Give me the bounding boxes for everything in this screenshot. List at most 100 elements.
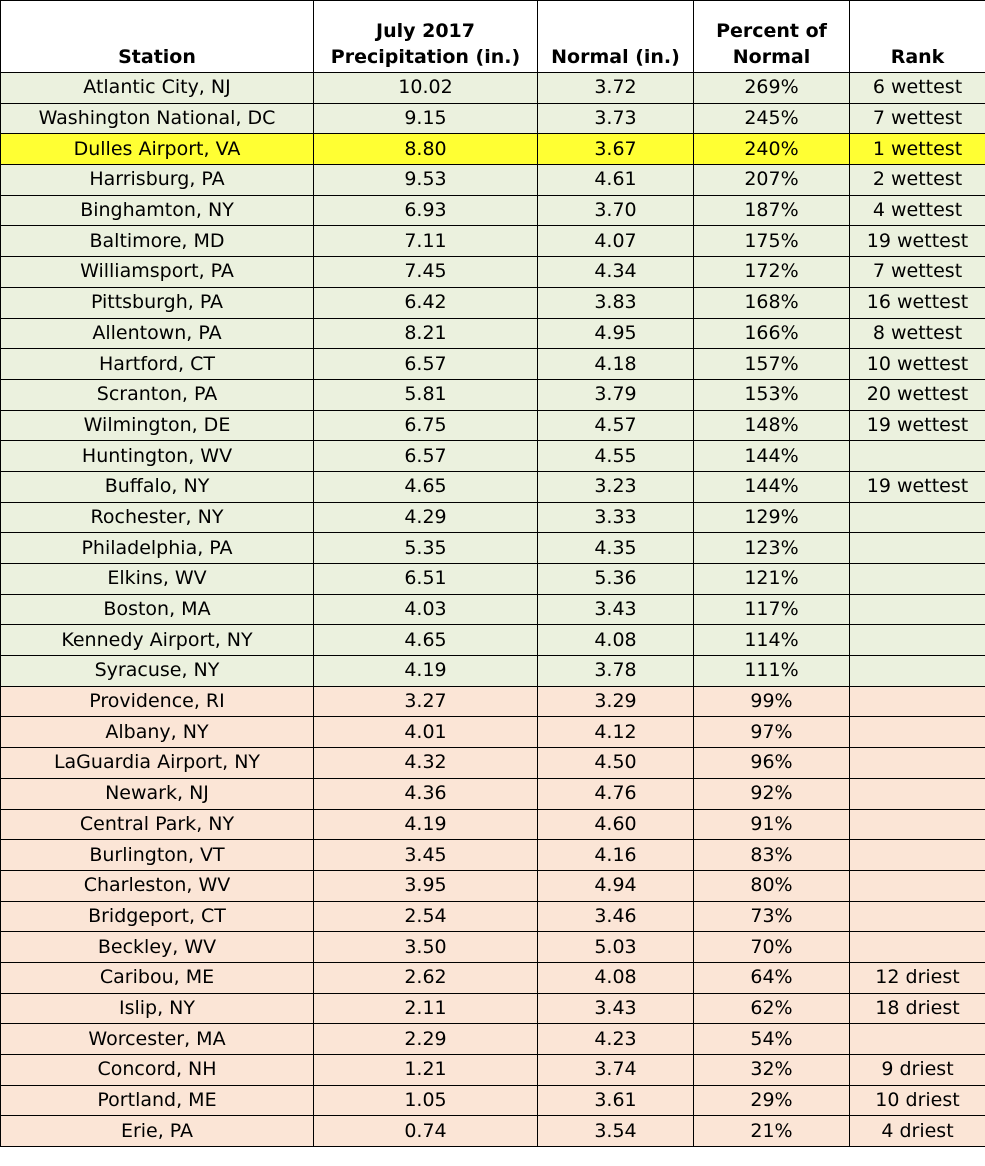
empty-cell xyxy=(849,716,985,749)
table-row: Providence, RI 3.27 3.29 99% xyxy=(0,685,985,718)
table-row: Huntington, WV 6.57 4.55 144% xyxy=(0,440,985,472)
table-cell: Wilmington, DE xyxy=(0,409,314,442)
table-cell: 5.81 xyxy=(313,378,538,411)
table-cell: 1.21 xyxy=(313,1054,538,1086)
table-cell: Washington National, DC xyxy=(0,102,314,135)
table-cell: 3.74 xyxy=(537,1054,694,1086)
empty-cell xyxy=(849,1023,985,1055)
table-cell: 3.33 xyxy=(537,501,694,534)
table-cell: Allentown, PA xyxy=(0,317,314,350)
table-cell: 144% xyxy=(693,470,850,503)
table-cell: 96% xyxy=(693,747,850,779)
table-cell: 2 wettest xyxy=(849,164,985,196)
table-cell: Boston, MA xyxy=(0,593,314,626)
table-cell: 4.34 xyxy=(537,256,694,288)
table-cell: 3.67 xyxy=(537,133,694,166)
table-cell: 3.95 xyxy=(313,869,538,902)
table-cell: 166% xyxy=(693,317,850,350)
table-cell: Dulles Airport, VA xyxy=(0,133,314,166)
table-cell: Islip, NY xyxy=(0,992,314,1025)
table-cell: 187% xyxy=(693,194,850,227)
table-cell: 129% xyxy=(693,501,850,534)
table-cell: Worcester, MA xyxy=(0,1023,314,1055)
table-row: Kennedy Airport, NY 4.65 4.08 114% xyxy=(0,624,985,657)
empty-cell xyxy=(849,685,985,718)
table-cell: 4.08 xyxy=(537,961,694,994)
table-cell: 4.03 xyxy=(313,593,538,626)
column-header: Normal (in.) xyxy=(537,0,694,73)
table-cell: 4.16 xyxy=(537,839,694,871)
table-cell: 97% xyxy=(693,716,850,749)
column-header: Percent of Normal xyxy=(693,0,850,73)
table-row: Washington National, DC 9.15 3.73 245% 7 wet… xyxy=(0,102,985,135)
table-cell: 4.23 xyxy=(537,1023,694,1055)
table-cell: Rochester, NY xyxy=(0,501,314,534)
table-cell: 3.45 xyxy=(313,839,538,871)
table-row: Williamsport, PA 7.45 4.34 172% 7 wettest xyxy=(0,256,985,288)
table-row: Erie, PA 0.74 3.54 21% 4 driest xyxy=(0,1115,985,1148)
table-cell: 3.83 xyxy=(537,286,694,319)
table-cell: 3.79 xyxy=(537,378,694,411)
table-cell: 117% xyxy=(693,593,850,626)
column-header: Station xyxy=(0,0,314,73)
table-cell: 4.55 xyxy=(537,440,694,472)
table-row: Allentown, PA 8.21 4.95 166% 8 wettest xyxy=(0,317,985,350)
table-cell: 4 wettest xyxy=(849,194,985,227)
table-cell: 29% xyxy=(693,1084,850,1117)
empty-cell xyxy=(849,532,985,564)
table-cell: 6.93 xyxy=(313,194,538,227)
table-cell: 114% xyxy=(693,624,850,657)
table-cell: 92% xyxy=(693,777,850,810)
table-cell: 2.11 xyxy=(313,992,538,1025)
table-cell: 32% xyxy=(693,1054,850,1086)
table-cell: Hartford, CT xyxy=(0,348,314,380)
table-cell: Beckley, WV xyxy=(0,931,314,963)
table-row: Newark, NJ 4.36 4.76 92% xyxy=(0,777,985,810)
table-row: Beckley, WV 3.50 5.03 70% xyxy=(0,931,985,963)
table-cell: Concord, NH xyxy=(0,1054,314,1086)
table-cell: 4.61 xyxy=(537,164,694,196)
table-row: Boston, MA 4.03 3.43 117% xyxy=(0,593,985,626)
column-header: July 2017 Precipitation (in.) xyxy=(313,0,538,73)
table-cell: 8 wettest xyxy=(849,317,985,350)
table-cell: 153% xyxy=(693,378,850,411)
table-row: Concord, NH 1.21 3.74 32% 9 driest xyxy=(0,1054,985,1086)
table-cell: 20 wettest xyxy=(849,378,985,411)
table-cell: 19 wettest xyxy=(849,470,985,503)
table-cell: 168% xyxy=(693,286,850,319)
table-cell: 5.36 xyxy=(537,563,694,595)
table-row: Buffalo, NY 4.65 3.23 144% 19 wettest xyxy=(0,470,985,503)
table-cell: 19 wettest xyxy=(849,409,985,442)
table-cell: 4.12 xyxy=(537,716,694,749)
empty-cell xyxy=(849,747,985,779)
table-cell: 54% xyxy=(693,1023,850,1055)
table-cell: 3.54 xyxy=(537,1115,694,1148)
table-cell: 4.50 xyxy=(537,747,694,779)
table-cell: 4 driest xyxy=(849,1115,985,1148)
table-cell: Elkins, WV xyxy=(0,563,314,595)
table-cell: Syracuse, NY xyxy=(0,655,314,687)
table-cell: 16 wettest xyxy=(849,286,985,319)
empty-cell xyxy=(849,869,985,902)
table-cell: 148% xyxy=(693,409,850,442)
header-row: Station July 2017 Precipitation (in.) Norm… xyxy=(0,0,985,73)
table-cell: 3.43 xyxy=(537,593,694,626)
table-cell: 99% xyxy=(693,685,850,718)
table-row: Elkins, WV 6.51 5.36 121% xyxy=(0,563,985,595)
table-cell: 1.05 xyxy=(313,1084,538,1117)
table-cell: 4.29 xyxy=(313,501,538,534)
empty-cell xyxy=(849,624,985,657)
table-row: Syracuse, NY 4.19 3.78 111% xyxy=(0,655,985,687)
table-cell: Central Park, NY xyxy=(0,808,314,841)
table-cell: 10.02 xyxy=(313,72,538,104)
empty-cell xyxy=(849,655,985,687)
table-cell: Pittsburgh, PA xyxy=(0,286,314,319)
table-cell: 21% xyxy=(693,1115,850,1148)
table-cell: 123% xyxy=(693,532,850,564)
table-cell: 4.01 xyxy=(313,716,538,749)
table-cell: 18 driest xyxy=(849,992,985,1025)
table-cell: 4.65 xyxy=(313,624,538,657)
table-cell: 4.18 xyxy=(537,348,694,380)
table-cell: 70% xyxy=(693,931,850,963)
